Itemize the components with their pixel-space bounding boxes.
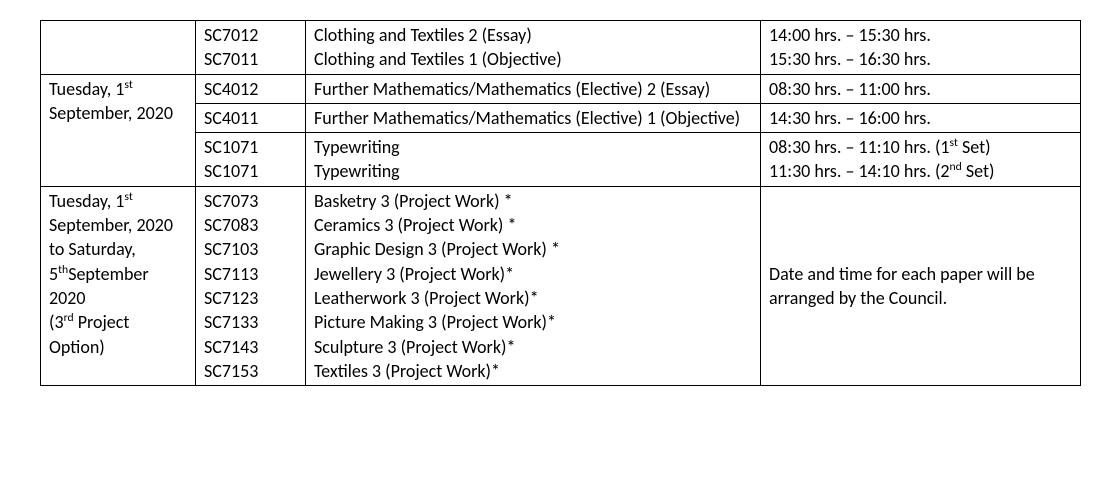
paper-code: SC1071 (204, 135, 297, 159)
subject-name: Further Mathematics/Mathematics (Electiv… (314, 77, 752, 101)
paper-code: SC1071 (204, 159, 297, 183)
subject-name: Typewriting (314, 159, 752, 183)
time-cell: Date and time for each paper will be arr… (761, 186, 1081, 385)
table-row: SC4011 Further Mathematics/Mathematics (E… (41, 103, 1081, 132)
paper-code: SC7012 (204, 23, 297, 47)
subject-cell: Clothing and Textiles 2 (Essay)Clothing … (306, 21, 761, 75)
paper-code: SC7083 (204, 213, 297, 237)
time-range: 08:30 hrs. – 11:10 hrs. (1st Set) (769, 135, 1072, 159)
subject-name: Picture Making 3 (Project Work)* (314, 310, 752, 334)
table-row: Tuesday, 1st September, 2020SC4012Furthe… (41, 74, 1081, 103)
subject-name: Basketry 3 (Project Work) * (314, 189, 752, 213)
subject-name: Ceramics 3 (Project Work) * (314, 213, 752, 237)
code-cell: SC4011 (196, 103, 306, 132)
time-range: 08:30 hrs. – 11:00 hrs. (769, 77, 1072, 101)
exam-timetable-table: SC7012SC7011Clothing and Textiles 2 (Ess… (40, 20, 1081, 386)
table-row: Tuesday, 1st September, 2020 to Saturday… (41, 186, 1081, 385)
paper-code: SC4012 (204, 77, 297, 101)
paper-code: SC7143 (204, 335, 297, 359)
paper-code: SC7113 (204, 262, 297, 286)
paper-code: SC7011 (204, 47, 297, 71)
subject-name: Sculpture 3 (Project Work)* (314, 335, 752, 359)
date-cell (41, 21, 196, 75)
paper-code: SC7123 (204, 286, 297, 310)
subject-name: Graphic Design 3 (Project Work) * (314, 237, 752, 261)
table-row: SC1071SC1071TypewritingTypewriting08:30 … (41, 133, 1081, 187)
page: SC7012SC7011Clothing and Textiles 2 (Ess… (0, 0, 1120, 504)
table-row: SC7012SC7011Clothing and Textiles 2 (Ess… (41, 21, 1081, 75)
time-cell: 08:30 hrs. – 11:10 hrs. (1st Set)11:30 h… (761, 133, 1081, 187)
code-cell: SC7073SC7083SC7103SC7113SC7123SC7133SC71… (196, 186, 306, 385)
exam-timetable-body: SC7012SC7011Clothing and Textiles 2 (Ess… (41, 21, 1081, 386)
time-range: 14:00 hrs. – 15:30 hrs. (769, 23, 1072, 47)
subject-cell: TypewritingTypewriting (306, 133, 761, 187)
time-cell: 08:30 hrs. – 11:00 hrs. (761, 74, 1081, 103)
time-cell: 14:00 hrs. – 15:30 hrs.15:30 hrs. – 16:3… (761, 21, 1081, 75)
code-cell: SC4012 (196, 74, 306, 103)
paper-code: SC4011 (204, 106, 297, 130)
subject-cell: Basketry 3 (Project Work) *Ceramics 3 (P… (306, 186, 761, 385)
paper-code: SC7153 (204, 359, 297, 383)
subject-cell: Further Mathematics/Mathematics (Electiv… (306, 74, 761, 103)
time-range: 15:30 hrs. – 16:30 hrs. (769, 47, 1072, 71)
time-range: 14:30 hrs. – 16:00 hrs. (769, 106, 1072, 130)
paper-code: SC7133 (204, 310, 297, 334)
paper-code: SC7073 (204, 189, 297, 213)
code-cell: SC7012SC7011 (196, 21, 306, 75)
subject-name: Jewellery 3 (Project Work)* (314, 262, 752, 286)
subject-name: Further Mathematics/Mathematics (Electiv… (314, 106, 752, 130)
code-cell: SC1071SC1071 (196, 133, 306, 187)
time-cell: 14:30 hrs. – 16:00 hrs. (761, 103, 1081, 132)
subject-name: Clothing and Textiles 2 (Essay) (314, 23, 752, 47)
date-cell: Tuesday, 1st September, 2020 (41, 74, 196, 186)
subject-name: Leatherwork 3 (Project Work)* (314, 286, 752, 310)
date-cell: Tuesday, 1st September, 2020 to Saturday… (41, 186, 196, 385)
subject-cell: Further Mathematics/Mathematics (Electiv… (306, 103, 761, 132)
subject-name: Typewriting (314, 135, 752, 159)
subject-name: Textiles 3 (Project Work)* (314, 359, 752, 383)
subject-name: Clothing and Textiles 1 (Objective) (314, 47, 752, 71)
paper-code: SC7103 (204, 237, 297, 261)
time-range: 11:30 hrs. – 14:10 hrs. (2nd Set) (769, 159, 1072, 183)
